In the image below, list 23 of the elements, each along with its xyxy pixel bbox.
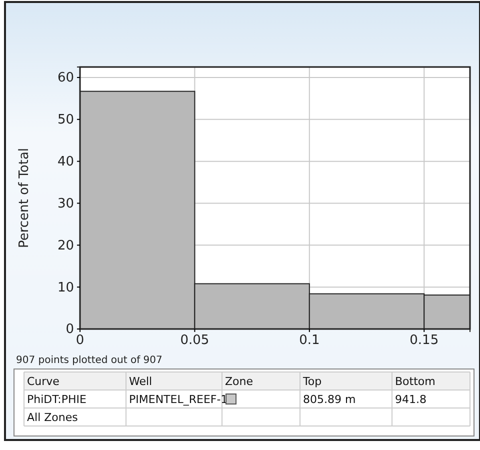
text: Bottom bbox=[395, 375, 436, 388]
y-tick-label: 40 bbox=[57, 154, 74, 170]
x-tick-label: 0.1 bbox=[299, 333, 320, 348]
y-axis-title: Percent of Total bbox=[17, 148, 32, 248]
x-tick-label: 0 bbox=[76, 333, 84, 348]
text: 941.8 bbox=[395, 393, 426, 406]
x-tick-label: 0.15 bbox=[410, 333, 439, 348]
text: 805.89 m bbox=[303, 393, 356, 406]
text: PIMENTEL_REEF-1 bbox=[129, 393, 228, 406]
x-tick-label: 0.05 bbox=[180, 333, 210, 348]
text: All Zones bbox=[27, 411, 78, 424]
y-tick-label: 20 bbox=[57, 238, 74, 254]
text: Top bbox=[302, 375, 322, 388]
y-tick-label: 30 bbox=[57, 196, 74, 212]
y-tick-label: 50 bbox=[57, 112, 74, 128]
y-tick-label: 0 bbox=[66, 322, 74, 338]
text: Well bbox=[129, 375, 152, 388]
text: Zone bbox=[225, 375, 254, 388]
text: 907 points plotted out of 907 bbox=[16, 355, 162, 366]
y-tick-label: 60 bbox=[57, 70, 74, 86]
text: PhiDT:PHIE bbox=[27, 393, 86, 406]
y-tick-label: 10 bbox=[57, 280, 74, 296]
text: Curve bbox=[27, 375, 60, 388]
